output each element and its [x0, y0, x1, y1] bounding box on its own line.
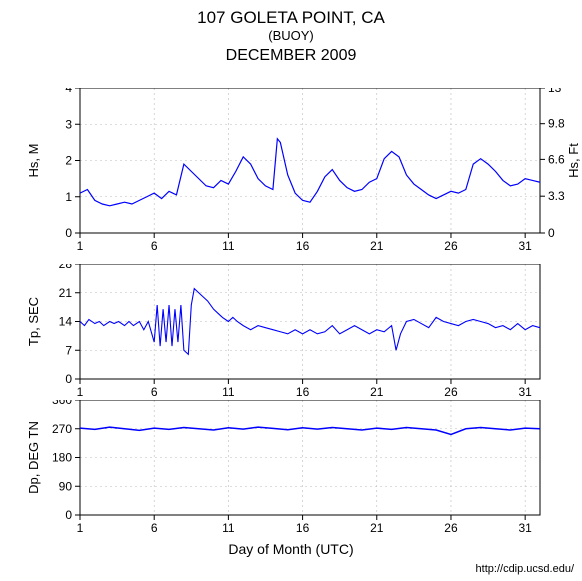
x-tick-label: 6: [151, 239, 158, 253]
month-title: DECEMBER 2009: [0, 47, 582, 65]
y-tick-label: 0: [65, 226, 72, 240]
y-tick-label: 7: [65, 343, 72, 357]
y-tick-label: 0: [65, 372, 72, 386]
y-tick-label: 360: [52, 400, 72, 407]
y-tick-right-label: 3.3: [548, 189, 565, 203]
y-axis-label: Tp, SEC: [26, 297, 41, 346]
title-block: 107 GOLETA POINT, CA (BUOY) DECEMBER 200…: [0, 0, 582, 65]
figure-container: 107 GOLETA POINT, CA (BUOY) DECEMBER 200…: [0, 0, 582, 581]
y-tick-right-label: 6.6: [548, 152, 565, 166]
x-tick-label: 16: [296, 385, 310, 399]
x-tick-label: 31: [518, 239, 532, 253]
y-tick-right-label: 13: [548, 88, 562, 95]
x-tick-label: 1: [77, 239, 84, 253]
y-tick-label: 1: [65, 190, 72, 204]
data-series-line: [80, 139, 540, 206]
main-title: 107 GOLETA POINT, CA: [0, 8, 582, 28]
y-tick-label: 28: [59, 264, 73, 271]
y-tick-label: 90: [59, 479, 73, 493]
x-tick-label: 11: [222, 239, 235, 253]
y-tick-label: 180: [52, 451, 72, 465]
chart-dp: 161116212631090180270360Dp, DEG TN: [0, 400, 582, 545]
y-tick-label: 14: [59, 315, 73, 329]
sub-title: (BUOY): [0, 28, 582, 43]
chart-tp: 16111621263107142128Tp, SEC: [0, 264, 582, 409]
x-tick-label: 11: [222, 385, 235, 399]
x-tick-label: 21: [370, 521, 384, 535]
chart-hs: 1611162126310123403.36.69.813Hs, FtHs, M: [0, 88, 582, 263]
x-tick-label: 31: [518, 385, 532, 399]
x-tick-label: 31: [518, 521, 532, 535]
x-tick-label: 1: [77, 385, 84, 399]
y-axis-label: Dp, DEG TN: [26, 421, 41, 494]
y-tick-label: 270: [52, 422, 72, 436]
y-axis-right-label: Hs, Ft: [566, 143, 581, 178]
x-tick-label: 16: [296, 239, 310, 253]
y-tick-label: 2: [65, 154, 72, 168]
x-tick-label: 11: [222, 521, 235, 535]
y-tick-label: 4: [65, 88, 72, 95]
y-tick-right-label: 0: [548, 226, 555, 240]
x-tick-label: 26: [444, 239, 458, 253]
y-tick-right-label: 9.8: [548, 117, 565, 131]
y-tick-label: 21: [59, 286, 73, 300]
x-tick-label: 26: [444, 385, 458, 399]
x-tick-label: 6: [151, 521, 158, 535]
y-axis-label: Hs, M: [26, 144, 41, 178]
y-tick-label: 0: [65, 508, 72, 522]
data-series-line: [80, 427, 540, 434]
x-tick-label: 16: [296, 521, 310, 535]
x-tick-label: 26: [444, 521, 458, 535]
x-tick-label: 21: [370, 239, 384, 253]
x-tick-label: 6: [151, 385, 158, 399]
x-tick-label: 1: [77, 521, 84, 535]
x-tick-label: 21: [370, 385, 384, 399]
footer-source: http://cdip.ucsd.edu/: [476, 563, 574, 575]
y-tick-label: 3: [65, 117, 72, 131]
x-axis-label: Day of Month (UTC): [0, 541, 582, 557]
